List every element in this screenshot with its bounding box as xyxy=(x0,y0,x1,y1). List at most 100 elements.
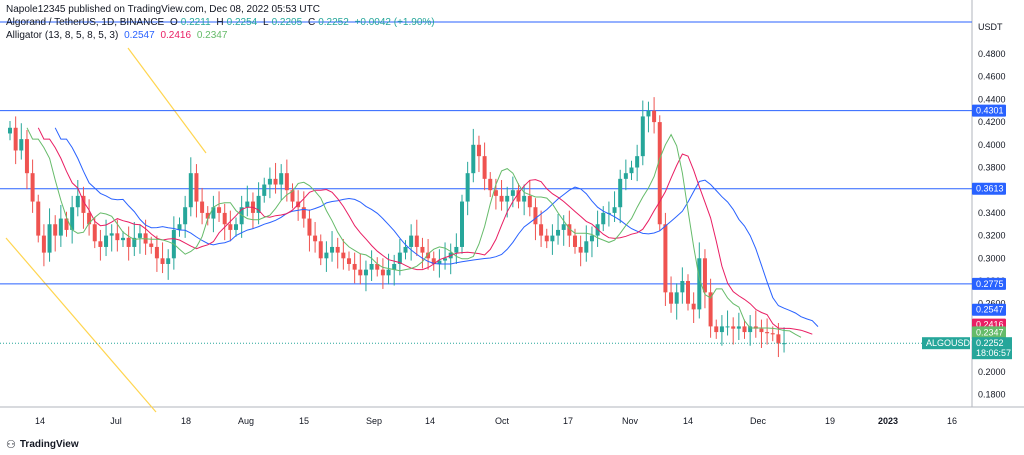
candle-body xyxy=(539,224,544,236)
candle-body xyxy=(75,195,80,208)
candle-body xyxy=(465,173,470,202)
candle-body xyxy=(510,190,515,196)
candle-body xyxy=(109,233,114,236)
publisher-line: Napole12345 published on TradingView.com… xyxy=(6,4,323,15)
candle-body xyxy=(352,263,357,270)
symbol-title[interactable]: Algorand / TetherUS, 1D, BINANCE xyxy=(6,17,165,28)
candle-body xyxy=(702,258,707,293)
level-tag-bg xyxy=(972,104,1006,117)
candle-body xyxy=(431,258,436,264)
candle-body xyxy=(126,237,131,247)
candle-body xyxy=(595,224,600,236)
candle-body xyxy=(443,258,448,261)
candle-body xyxy=(420,246,425,253)
y-tick-label: 0.1800 xyxy=(978,390,1006,400)
candle-body xyxy=(121,237,125,241)
candle-body xyxy=(414,235,419,247)
low-label: L xyxy=(263,17,269,28)
x-tick-label: Oct xyxy=(495,416,510,426)
candle-body xyxy=(499,195,504,202)
candle-body xyxy=(635,156,640,168)
candle-body xyxy=(697,258,702,310)
candle-body xyxy=(556,229,561,236)
low-value: 0.2205 xyxy=(271,17,303,28)
candle-body xyxy=(567,224,572,236)
candle-body xyxy=(770,333,775,335)
candle-body xyxy=(132,237,137,247)
x-tick-label: Dec xyxy=(750,416,767,426)
candle-body xyxy=(578,246,583,253)
candle-body xyxy=(41,235,46,253)
candle-body xyxy=(205,212,210,219)
x-tick-label: 14 xyxy=(683,416,693,426)
y-tick-label: 0.3000 xyxy=(978,253,1006,263)
candle-body xyxy=(714,326,719,333)
lips-tag-bg xyxy=(972,326,1006,339)
candle-body xyxy=(19,139,24,151)
candle-body xyxy=(708,292,713,327)
candle-body xyxy=(160,258,165,264)
tradingview-brand[interactable]: ⚇ TradingView xyxy=(6,438,79,451)
close-value: 0.2252 xyxy=(318,17,349,28)
candle-body xyxy=(8,127,12,134)
candle-body xyxy=(36,201,41,236)
candle-body xyxy=(30,173,35,202)
candle-body xyxy=(307,218,312,236)
level-tag-bg xyxy=(972,182,1006,195)
candles xyxy=(8,97,787,358)
candle-body xyxy=(58,218,63,236)
x-tick-label: 14 xyxy=(35,416,45,426)
candle-body xyxy=(149,243,154,247)
symbol-tag: ALGOUSDT xyxy=(926,338,976,348)
countdown-value: 18:06:57 xyxy=(976,348,1011,358)
candle-body xyxy=(200,201,205,213)
tradingview-logo-icon: ⚇ xyxy=(6,439,16,451)
time-axis[interactable]: 14 Jul 18 Aug 15 Sep 14 Oct 17 Nov 14 Dec 19 2023 16 xyxy=(35,416,957,426)
candle-body xyxy=(454,246,459,253)
level-tag: 0.4301 xyxy=(976,106,1004,116)
trend-line-upper xyxy=(127,47,207,154)
x-tick-label: Jul xyxy=(110,416,122,426)
open-label: O xyxy=(170,17,178,28)
candle-body xyxy=(460,201,464,247)
jaw-tag-bg xyxy=(972,303,1006,316)
candle-body xyxy=(358,269,363,276)
candle-body xyxy=(629,167,634,174)
jaw-value: 0.2547 xyxy=(124,30,155,41)
alligator-lips-line xyxy=(26,127,802,338)
candle-body xyxy=(691,303,696,310)
candle-body xyxy=(87,212,92,225)
publisher-text: Napole12345 published on TradingView.com… xyxy=(6,4,320,15)
alligator-teeth-line xyxy=(37,127,813,335)
candle-body xyxy=(573,235,577,247)
y-tick-label: 0.3200 xyxy=(978,231,1006,241)
open-value: 0.2211 xyxy=(180,17,211,28)
x-tick-label: 18 xyxy=(181,416,191,426)
trend-lines xyxy=(5,47,207,413)
x-tick-label: 17 xyxy=(563,416,573,426)
candle-body xyxy=(527,195,532,208)
candle-body xyxy=(392,263,397,270)
candle-body xyxy=(493,190,498,196)
candle-body xyxy=(245,201,250,208)
candle-body xyxy=(680,281,685,293)
candle-body xyxy=(104,235,109,247)
indicator-name[interactable]: Alligator (13, 8, 5, 8, 5, 3) xyxy=(6,30,119,41)
candle-body xyxy=(403,246,408,253)
candle-body xyxy=(409,235,414,247)
candle-body xyxy=(341,252,346,259)
y-tick-label: 0.3400 xyxy=(978,208,1006,218)
candle-body xyxy=(375,263,380,270)
x-tick-label: 2023 xyxy=(878,416,898,426)
y-tick-label: 0.4800 xyxy=(978,49,1006,59)
candle-body xyxy=(154,246,159,259)
candle-body xyxy=(313,235,318,242)
close-label: C xyxy=(307,17,316,28)
candle-body xyxy=(561,224,566,230)
candle-body xyxy=(584,241,589,253)
x-tick-label: 16 xyxy=(947,416,957,426)
candle-body xyxy=(267,178,272,185)
candle-body xyxy=(663,224,668,293)
